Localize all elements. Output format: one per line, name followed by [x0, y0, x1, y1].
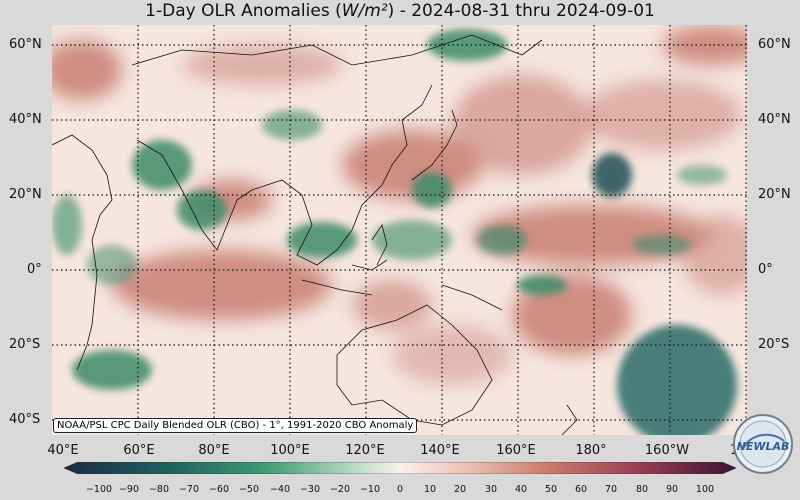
cb-tick: −70	[178, 484, 200, 495]
cb-tick: −80	[148, 484, 170, 495]
cb-tick: 50	[544, 484, 558, 495]
lat-label-60n-right: 60°N	[758, 37, 791, 52]
cb-tick: −10	[359, 484, 381, 495]
cb-tick: 40	[514, 484, 528, 495]
newlab-logo[interactable]: NEWLAB	[732, 413, 794, 475]
lon-label-60e: 60°E	[123, 443, 155, 458]
cb-tick: −30	[299, 484, 321, 495]
lon-label-160w: 160°W	[644, 443, 690, 458]
cb-tick: 70	[604, 484, 618, 495]
lon-label-180: 180°	[575, 443, 607, 458]
cb-tick: −50	[238, 484, 260, 495]
lon-label-120e: 120°E	[345, 443, 385, 458]
lat-label-20n-left: 20°N	[9, 187, 42, 202]
lat-label-eq-left: 0°	[27, 262, 42, 277]
lat-label-40n-left: 40°N	[9, 112, 42, 127]
lat-label-20s-right: 20°S	[758, 337, 790, 352]
cb-tick: 80	[635, 484, 649, 495]
graticule	[52, 25, 747, 435]
cb-tick: 100	[695, 484, 715, 495]
cb-tick: 90	[665, 484, 679, 495]
map-svg	[52, 25, 747, 435]
lat-label-20n-right: 20°N	[758, 187, 791, 202]
cb-tick: −40	[269, 484, 291, 495]
lon-label-100e: 100°E	[270, 443, 310, 458]
coastlines	[52, 34, 578, 435]
negative-anomaly-layer	[52, 29, 737, 435]
lat-label-eq-right: 0°	[758, 262, 773, 277]
lon-label-80e: 80°E	[198, 443, 230, 458]
lon-label-40e: 40°E	[47, 443, 79, 458]
title-unit: W/m²	[341, 1, 388, 21]
cb-tick: 0	[396, 484, 404, 495]
cb-tick: −60	[208, 484, 230, 495]
cb-tick: 20	[453, 484, 467, 495]
olr-anomaly-map[interactable]	[52, 25, 747, 435]
lat-label-20s-left: 20°S	[9, 337, 41, 352]
cb-tick: 10	[423, 484, 437, 495]
cb-tick: −90	[118, 484, 140, 495]
cb-tick: 30	[484, 484, 498, 495]
logo-text: NEWLAB	[737, 440, 790, 453]
cb-tick: −20	[329, 484, 351, 495]
lon-label-160e: 160°E	[496, 443, 536, 458]
map-title: 1-Day OLR Anomalies (W/m²) - 2024-08-31 …	[145, 1, 655, 21]
lon-label-140e: 140°E	[420, 443, 460, 458]
lat-label-40n-right: 40°N	[758, 112, 791, 127]
lat-label-40s-left: 40°S	[9, 412, 41, 427]
colorbar	[64, 462, 736, 474]
lat-label-60n-left: 60°N	[9, 37, 42, 52]
cb-tick: −100	[85, 484, 113, 495]
cb-tick: 60	[574, 484, 588, 495]
source-label: NOAA/PSL CPC Daily Blended OLR (CBO) - 1…	[53, 418, 418, 433]
